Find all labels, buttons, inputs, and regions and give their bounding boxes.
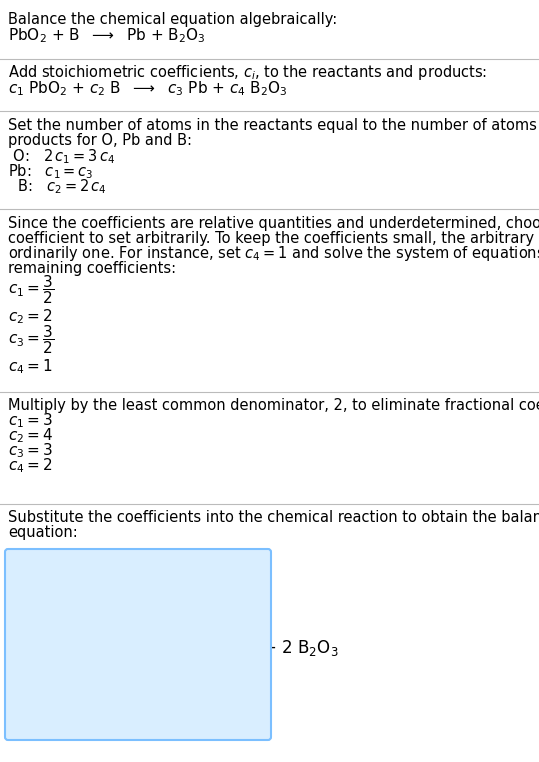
Text: O:   $2\,c_1 = 3\,c_4$: O: $2\,c_1 = 3\,c_4$ bbox=[8, 147, 115, 165]
FancyBboxPatch shape bbox=[5, 549, 271, 740]
Text: Multiply by the least common denominator, 2, to eliminate fractional coefficient: Multiply by the least common denominator… bbox=[8, 398, 539, 413]
Text: B:   $c_2 = 2\,c_4$: B: $c_2 = 2\,c_4$ bbox=[8, 177, 107, 196]
Text: $c_2 = 4$: $c_2 = 4$ bbox=[8, 426, 53, 445]
Text: $c_4 = 2$: $c_4 = 2$ bbox=[8, 456, 52, 475]
Text: Pb:   $c_1 = c_3$: Pb: $c_1 = c_3$ bbox=[8, 162, 94, 181]
Text: Answer:: Answer: bbox=[28, 552, 89, 567]
Text: coefficient to set arbitrarily. To keep the coefficients small, the arbitrary va: coefficient to set arbitrarily. To keep … bbox=[8, 231, 539, 246]
Text: ordinarily one. For instance, set $c_4 = 1$ and solve the system of equations fo: ordinarily one. For instance, set $c_4 =… bbox=[8, 244, 539, 263]
Text: Add stoichiometric coefficients, $c_i$, to the reactants and products:: Add stoichiometric coefficients, $c_i$, … bbox=[8, 63, 487, 82]
Text: Set the number of atoms in the reactants equal to the number of atoms in the: Set the number of atoms in the reactants… bbox=[8, 118, 539, 133]
Text: remaining coefficients:: remaining coefficients: bbox=[8, 261, 176, 276]
Text: $c_3 = 3$: $c_3 = 3$ bbox=[8, 441, 53, 459]
Text: $c_1 = 3$: $c_1 = 3$ bbox=[8, 411, 53, 430]
Text: $c_1 = \dfrac{3}{2}$: $c_1 = \dfrac{3}{2}$ bbox=[8, 274, 54, 306]
Text: equation:: equation: bbox=[8, 525, 78, 540]
Text: 3 PbO$_2$ + 4 B  $\longrightarrow$  3 Pb + 2 B$_2$O$_3$: 3 PbO$_2$ + 4 B $\longrightarrow$ 3 Pb +… bbox=[28, 637, 338, 658]
Text: $c_3 = \dfrac{3}{2}$: $c_3 = \dfrac{3}{2}$ bbox=[8, 323, 54, 356]
Text: $c_1$ PbO$_2$ + $c_2$ B  $\longrightarrow$  $c_3$ Pb + $c_4$ B$_2$O$_3$: $c_1$ PbO$_2$ + $c_2$ B $\longrightarrow… bbox=[8, 79, 287, 98]
Text: Balance the chemical equation algebraically:: Balance the chemical equation algebraica… bbox=[8, 12, 337, 27]
Text: PbO$_2$ + B  $\longrightarrow$  Pb + B$_2$O$_3$: PbO$_2$ + B $\longrightarrow$ Pb + B$_2$… bbox=[8, 26, 206, 45]
Text: $c_2 = 2$: $c_2 = 2$ bbox=[8, 307, 52, 325]
Text: Substitute the coefficients into the chemical reaction to obtain the balanced: Substitute the coefficients into the che… bbox=[8, 510, 539, 525]
Text: products for O, Pb and B:: products for O, Pb and B: bbox=[8, 133, 192, 148]
Text: Since the coefficients are relative quantities and underdetermined, choose a: Since the coefficients are relative quan… bbox=[8, 216, 539, 231]
Text: $c_4 = 1$: $c_4 = 1$ bbox=[8, 357, 53, 376]
